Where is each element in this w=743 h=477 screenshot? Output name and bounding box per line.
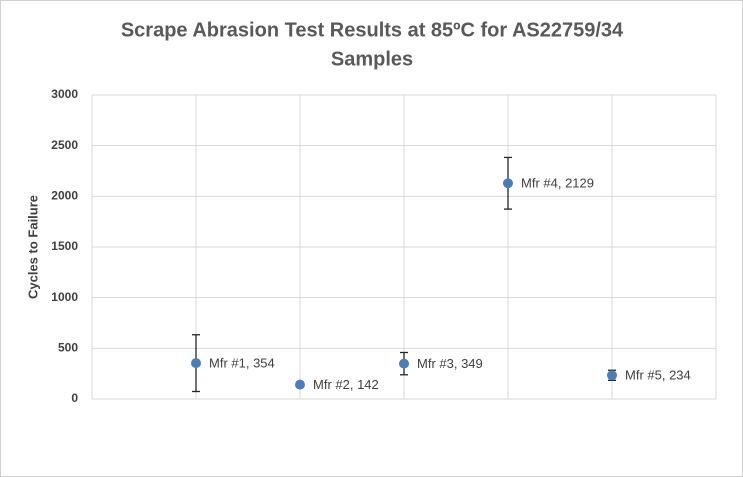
point [191, 358, 201, 369]
chart-title: Samples [331, 48, 413, 70]
point [399, 358, 409, 369]
data-label: Mfr #4, 2129 [521, 176, 594, 191]
y-tick-label: 500 [58, 341, 78, 355]
y-tick-label: 2000 [51, 189, 78, 203]
chart-title: Scrape Abrasion Test Results at 85ºC for… [121, 19, 624, 41]
data-label: Mfr #1, 354 [209, 356, 275, 371]
y-tick-label: 2500 [51, 138, 78, 152]
data-label: Mfr #3, 349 [417, 356, 483, 371]
point [503, 178, 513, 189]
y-tick-label: 3000 [51, 87, 78, 101]
y-tick-label: 1000 [51, 290, 78, 304]
y-tick-label: 0 [71, 391, 78, 405]
data-label: Mfr #2, 142 [313, 377, 379, 392]
y-tick-label: 1500 [51, 239, 78, 253]
point [607, 370, 617, 381]
data-label: Mfr #5, 234 [625, 368, 691, 383]
point [295, 379, 305, 390]
y-axis-label: Cycles to Failure [25, 195, 40, 299]
